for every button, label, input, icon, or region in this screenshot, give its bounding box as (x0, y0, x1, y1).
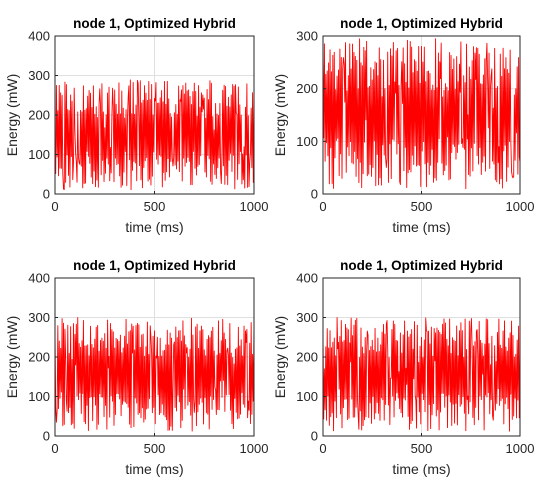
y-tick-label: 200 (28, 350, 50, 365)
x-tick-label: 1000 (240, 199, 269, 214)
y-axis-label: Energy (mW) (4, 74, 20, 156)
energy-series-line (322, 38, 521, 190)
y-tick-label: 100 (28, 389, 50, 404)
x-axis-label: time (ms) (125, 219, 183, 235)
chart-title: node 1, Optimized Hybrid (340, 258, 503, 273)
energy-series-line (322, 317, 521, 432)
x-tick-label: 0 (51, 441, 58, 456)
y-tick-label: 100 (296, 389, 318, 404)
x-tick-label: 0 (319, 441, 326, 456)
y-tick-label: 0 (311, 429, 318, 444)
x-tick-label: 500 (144, 199, 166, 214)
y-axis-label: Energy (mW) (272, 74, 288, 156)
y-axis-label: Energy (mW) (272, 316, 288, 398)
y-tick-label: 100 (28, 147, 50, 162)
x-tick-label: 500 (144, 441, 166, 456)
x-tick-label: 0 (319, 199, 326, 214)
x-axis-label: time (ms) (125, 461, 183, 477)
y-tick-label: 0 (43, 187, 50, 202)
x-tick-label: 500 (411, 199, 433, 214)
y-tick-label: 0 (311, 187, 318, 202)
y-tick-label: 300 (296, 310, 318, 325)
x-tick-label: 1000 (506, 199, 535, 214)
x-axis-label: time (ms) (392, 219, 450, 235)
chart-panel-1: 0 500 1000 0 100 200 300 400 node 1, Optimized H… (4, 16, 268, 235)
chart-title: node 1, Optimized Hybrid (73, 258, 236, 273)
y-tick-label: 100 (296, 134, 318, 149)
y-tick-label: 300 (296, 29, 318, 44)
y-tick-label: 200 (296, 350, 318, 365)
y-tick-label: 300 (28, 310, 50, 325)
y-tick-label: 400 (296, 271, 318, 286)
y-tick-label: 300 (28, 68, 50, 83)
y-tick-label: 200 (28, 108, 50, 123)
chart-title: node 1, Optimized Hybrid (340, 16, 503, 31)
x-tick-label: 0 (51, 199, 58, 214)
energy-series-line (54, 79, 255, 191)
chart-panel-2: 0 500 1000 0 100 200 300 node 1, Optimized Hybr… (272, 16, 534, 235)
energy-series-line (54, 317, 255, 432)
y-tick-label: 400 (28, 29, 50, 44)
chart-title: node 1, Optimized Hybrid (73, 16, 236, 31)
x-axis-label: time (ms) (392, 461, 450, 477)
y-tick-label: 200 (296, 81, 318, 96)
y-axis-label: Energy (mW) (4, 316, 20, 398)
chart-panel-3: 0 500 1000 0 100 200 300 400 node 1, Optimized H… (4, 258, 268, 477)
x-tick-label: 1000 (240, 441, 269, 456)
x-tick-label: 1000 (506, 441, 535, 456)
chart-panel-4: 0 500 1000 0 100 200 300 400 node 1, Optimized H… (272, 258, 534, 477)
y-tick-label: 400 (28, 271, 50, 286)
x-tick-label: 500 (411, 441, 433, 456)
y-tick-label: 0 (43, 429, 50, 444)
